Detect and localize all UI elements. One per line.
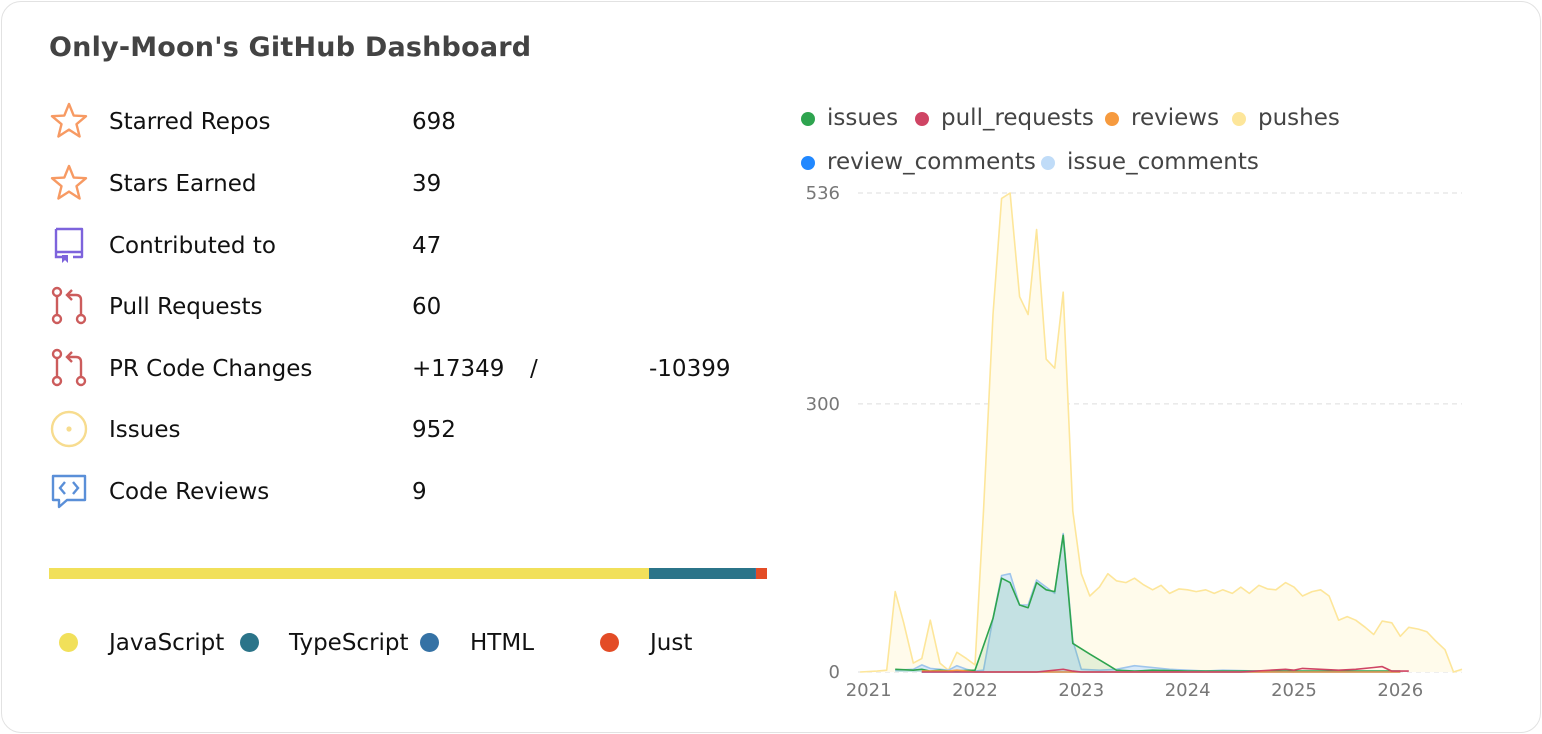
legend-dot — [915, 112, 929, 126]
stat-stars-earned: Stars Earned 39 — [49, 163, 769, 203]
x-tick-label: 2023 — [1058, 680, 1104, 701]
language-dot — [600, 633, 619, 652]
legend-label: review_comments — [827, 149, 1036, 175]
language-bar-segment — [754, 568, 757, 579]
legend-dot — [1041, 156, 1055, 170]
language-dot — [240, 633, 259, 652]
y-tick-label: 300 — [806, 394, 840, 415]
language-name: TypeScript — [289, 630, 409, 656]
stat-pr-code-changes: PR Code Changes +17349 / -10399 — [49, 348, 769, 388]
stat-label: Starred Repos — [109, 109, 271, 135]
stat-label: Code Reviews — [109, 479, 270, 505]
stat-starred-repos: Starred Repos 698 — [49, 101, 769, 141]
repo-icon — [54, 227, 84, 263]
legend-label: reviews — [1131, 105, 1220, 131]
legend-label: issues — [827, 105, 899, 131]
legend-label: pushes — [1258, 105, 1340, 131]
stat-value: 60 — [412, 294, 442, 320]
stat-pull-requests: Pull Requests 60 — [49, 286, 769, 326]
legend-dot — [1232, 112, 1246, 126]
star-icon — [50, 164, 88, 200]
language-dot — [420, 633, 439, 652]
language-bar-segment — [648, 568, 755, 579]
star-icon — [50, 102, 88, 138]
y-tick-label: 0 — [829, 662, 840, 683]
stat-code-reviews: Code Reviews 9 — [49, 471, 769, 511]
changes-separator: / — [530, 356, 538, 382]
language-bar-segment — [49, 568, 649, 579]
x-tick-label: 2021 — [846, 680, 892, 701]
activity-chart: 536 300 0 2021 2022 2023 2024 2025 2026 — [806, 183, 1463, 701]
stat-label: Stars Earned — [109, 171, 257, 197]
additions-value: +17349 — [412, 356, 505, 382]
issue-icon — [50, 410, 88, 448]
stat-value: 47 — [412, 233, 442, 259]
x-tick-label: 2026 — [1377, 680, 1423, 701]
page-title: Only-Moon's GitHub Dashboard — [49, 32, 532, 63]
series-area-pushes — [860, 193, 1462, 672]
legend-label: pull_requests — [941, 105, 1094, 131]
stat-label: PR Code Changes — [109, 356, 313, 382]
language-name: JavaScript — [109, 630, 225, 656]
series-line-pushes — [860, 192, 1463, 673]
stat-value: 952 — [412, 417, 456, 443]
stat-label: Pull Requests — [109, 294, 263, 320]
series-line-issue-comments — [895, 532, 1295, 673]
stat-issues: Issues 952 — [49, 409, 769, 449]
language-name: HTML — [470, 630, 535, 656]
stat-value: 698 — [412, 109, 456, 135]
language-name: Just — [650, 630, 693, 656]
legend-dot — [801, 112, 815, 126]
language-dot — [59, 633, 78, 652]
deletions-value: -10399 — [649, 356, 731, 382]
legend-dot — [801, 156, 815, 170]
x-tick-label: 2022 — [952, 680, 998, 701]
language-bar-segment — [756, 568, 767, 579]
series-area-issue-comments — [895, 533, 1294, 672]
stat-value: 39 — [412, 171, 442, 197]
stat-label: Contributed to — [109, 233, 276, 259]
stat-label: Issues — [109, 417, 181, 443]
stat-value: 9 — [412, 479, 427, 505]
language-bar — [49, 568, 767, 579]
series-line-pull-requests — [921, 665, 1409, 673]
code-review-icon — [51, 474, 87, 509]
legend-dot — [1105, 112, 1119, 126]
x-tick-label: 2025 — [1271, 680, 1317, 701]
pull-request-icon — [51, 286, 87, 325]
pull-request-icon — [51, 348, 87, 387]
y-tick-label: 536 — [806, 183, 840, 204]
x-tick-label: 2024 — [1165, 680, 1211, 701]
series-area-issues — [895, 535, 1401, 672]
stat-contributed-to: Contributed to 47 — [49, 225, 769, 265]
legend-label: issue_comments — [1067, 149, 1259, 175]
